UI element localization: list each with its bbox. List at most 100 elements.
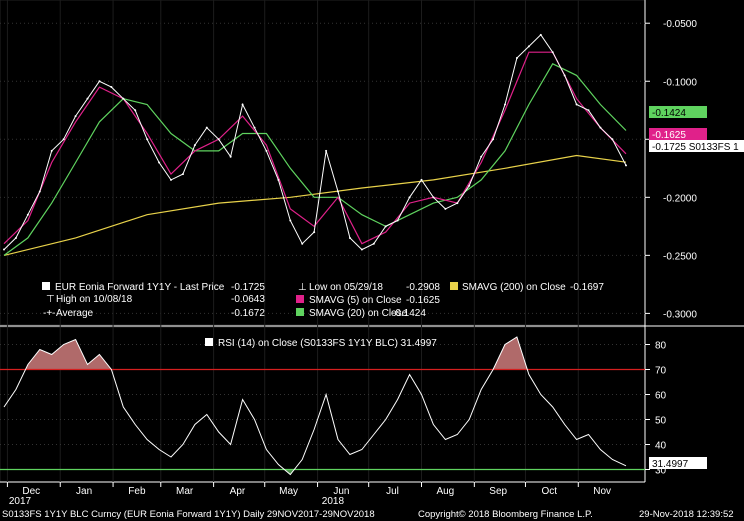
rsi-overbought-fill bbox=[493, 337, 528, 370]
price-point bbox=[480, 155, 483, 158]
x-tick-label: Dec bbox=[22, 486, 40, 497]
price-point bbox=[158, 161, 161, 164]
rsi-legend-swatch bbox=[205, 338, 213, 346]
footer-ticker: S0133FS 1Y1Y BLC Curncy (EUR Eonia Forwa… bbox=[2, 509, 375, 520]
price-legend: EUR Eonia Forward 1Y1Y - Last Price -0.1… bbox=[42, 282, 604, 319]
legend-sma20-swatch bbox=[296, 308, 304, 316]
price-point bbox=[504, 103, 507, 106]
legend-sma20-value: -0.1424 bbox=[392, 308, 426, 319]
rsi-line bbox=[3, 336, 627, 476]
sma20-line bbox=[3, 63, 627, 256]
x-tick-label: Jul bbox=[386, 486, 399, 497]
rsi-tag-bg bbox=[649, 457, 707, 469]
price-point bbox=[468, 184, 471, 187]
price-point bbox=[563, 74, 566, 77]
price-point bbox=[372, 242, 375, 245]
price-point bbox=[205, 126, 208, 129]
price-point bbox=[384, 225, 387, 228]
last-price-line bbox=[3, 34, 627, 251]
legend-low-label: Low on 05/29/18 bbox=[309, 282, 383, 293]
sma200-line bbox=[3, 154, 627, 256]
price-point bbox=[289, 219, 292, 222]
price-point bbox=[492, 138, 495, 141]
rsi-overbought-fill bbox=[25, 339, 112, 370]
legend-average-label: Average bbox=[56, 308, 94, 319]
legend-price-swatch bbox=[42, 282, 50, 290]
price-point bbox=[181, 173, 184, 176]
legend-sma5-label: SMAVG (5) on Close bbox=[309, 295, 402, 306]
rsi-series bbox=[0, 336, 645, 476]
value-tags: -0.1424 -0.1625 -0.1725 S0133FS 1 31.499… bbox=[649, 106, 744, 470]
price-point bbox=[527, 45, 530, 48]
sma5-tag-bg bbox=[649, 128, 707, 140]
x-tick-labels: Dec Jan Feb Mar Apr May Jun Jul Aug Sep Oct Nov 2017… bbox=[6, 482, 611, 507]
rsi-y-tick-label: 80 bbox=[655, 341, 667, 352]
price-y-tick-label: -0.1000 bbox=[663, 77, 697, 88]
legend-sma20-label: SMAVG (20) on Close bbox=[309, 308, 408, 319]
rsi-y-tick-label: 50 bbox=[655, 416, 667, 427]
last-price-tag-bg bbox=[649, 140, 744, 152]
price-y-tick-label: -0.2000 bbox=[663, 193, 697, 204]
price-point bbox=[432, 196, 435, 199]
price-point bbox=[420, 178, 423, 181]
price-point bbox=[193, 144, 196, 147]
x-tick-label: May bbox=[279, 486, 298, 497]
price-y-tick-label: -0.3000 bbox=[663, 309, 697, 320]
rsi-tag: 31.4997 bbox=[652, 459, 689, 470]
rsi-oversold-fill bbox=[284, 469, 295, 475]
price-point bbox=[360, 248, 363, 251]
price-point bbox=[241, 103, 244, 106]
x-tick-label: Sep bbox=[489, 486, 507, 497]
price-series bbox=[3, 33, 627, 256]
sma5-line bbox=[3, 51, 627, 245]
sma5-tag: -0.1625 bbox=[652, 130, 686, 141]
price-point bbox=[14, 236, 17, 239]
footer-timestamp: 29-Nov-2018 12:39:52 bbox=[639, 509, 734, 520]
price-point bbox=[253, 126, 256, 129]
legend-low-value: -0.2908 bbox=[406, 282, 440, 293]
legend-sma200-value: -0.1697 bbox=[570, 282, 604, 293]
rsi-y-tick-label: 60 bbox=[655, 391, 667, 402]
legend-sma200-label: SMAVG (200) on Close bbox=[462, 282, 566, 293]
price-panel-frame bbox=[0, 0, 646, 326]
rsi-legend: RSI (14) on Close (S0133FS 1Y1Y BLC) 31.… bbox=[205, 338, 437, 349]
legend-average-value: -0.1672 bbox=[231, 308, 265, 319]
sma20-tag-bg bbox=[649, 106, 707, 118]
footer: S0133FS 1Y1Y BLC Curncy (EUR Eonia Forwa… bbox=[2, 509, 734, 520]
legend-high-label: High on 10/08/18 bbox=[56, 294, 133, 305]
legend-average-marker-icon: -+- bbox=[43, 308, 56, 319]
x-tick-label: Aug bbox=[436, 486, 454, 497]
x-tick-label: Jun bbox=[333, 486, 349, 497]
rsi-y-tick-label: 70 bbox=[655, 366, 667, 377]
price-point bbox=[515, 57, 518, 60]
price-y-tick-label: -0.2500 bbox=[663, 251, 697, 262]
rsi-y-tick-label: 40 bbox=[655, 441, 667, 452]
price-point bbox=[134, 109, 137, 112]
price-point bbox=[408, 196, 411, 199]
price-point bbox=[217, 138, 220, 141]
x-tick-label: Oct bbox=[542, 486, 558, 497]
x-year-label: 2018 bbox=[322, 496, 345, 507]
legend-price-label: EUR Eonia Forward 1Y1Y - Last Price bbox=[55, 282, 225, 293]
x-tick-label: Nov bbox=[593, 486, 611, 497]
price-point bbox=[86, 97, 89, 100]
price-point bbox=[50, 149, 53, 152]
last-price-tag: -0.1725 S0133FS 1 bbox=[652, 142, 739, 153]
price-point bbox=[444, 207, 447, 210]
sma20-tag: -0.1424 bbox=[652, 108, 686, 119]
legend-sma5-value: -0.1625 bbox=[406, 295, 440, 306]
price-point bbox=[325, 149, 328, 152]
legend-sma200-swatch bbox=[450, 282, 458, 290]
rsi-y-tick-label: 30 bbox=[655, 466, 667, 477]
price-point bbox=[587, 109, 590, 112]
price-point bbox=[575, 103, 578, 106]
price-point bbox=[110, 86, 113, 89]
price-point bbox=[98, 80, 101, 83]
legend-high-marker-icon: ⊤ bbox=[46, 294, 55, 305]
price-point bbox=[122, 97, 125, 100]
price-point bbox=[551, 51, 554, 54]
price-point bbox=[337, 190, 340, 193]
price-point bbox=[277, 178, 280, 181]
price-point bbox=[62, 138, 65, 141]
price-point bbox=[265, 149, 268, 152]
